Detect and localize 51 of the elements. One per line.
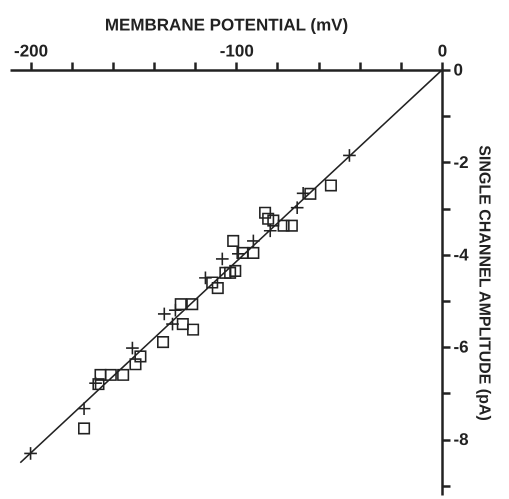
point bbox=[224, 266, 236, 279]
point bbox=[23, 446, 38, 461]
x-tick-label: -100 bbox=[220, 42, 254, 60]
point bbox=[304, 188, 316, 200]
point bbox=[186, 298, 198, 310]
point bbox=[129, 358, 142, 370]
point bbox=[236, 246, 248, 259]
point bbox=[227, 234, 240, 247]
point bbox=[246, 234, 260, 248]
x-tick-label: -200 bbox=[14, 42, 48, 60]
point bbox=[263, 224, 278, 238]
y-tick-label: -6 bbox=[454, 338, 469, 357]
point bbox=[174, 298, 187, 310]
y-tick-label: -8 bbox=[454, 430, 469, 450]
x-axis-title: MEMBRANE POTENTIAL (mV) bbox=[104, 16, 348, 34]
point bbox=[267, 214, 280, 227]
point bbox=[157, 336, 170, 348]
y-tick-label: -4 bbox=[454, 245, 470, 264]
point bbox=[165, 316, 180, 332]
point bbox=[187, 324, 200, 336]
point bbox=[231, 246, 246, 261]
point bbox=[262, 212, 274, 225]
point bbox=[125, 340, 140, 356]
point bbox=[229, 264, 242, 277]
point bbox=[342, 148, 357, 163]
point bbox=[206, 276, 218, 289]
point bbox=[286, 220, 298, 232]
point bbox=[212, 282, 224, 294]
point bbox=[117, 368, 130, 381]
point bbox=[247, 246, 260, 259]
point bbox=[76, 401, 92, 416]
y-tick-label: 0 bbox=[454, 60, 463, 80]
point bbox=[296, 186, 310, 200]
point bbox=[92, 378, 104, 390]
point bbox=[134, 350, 146, 362]
y-axis-title: SINGLE CHANNEL AMPLITUDE (pA) bbox=[476, 145, 493, 421]
point bbox=[176, 318, 189, 330]
point bbox=[290, 200, 304, 215]
point bbox=[324, 179, 337, 192]
x-tick-label: 0 bbox=[438, 42, 448, 60]
point bbox=[88, 376, 103, 390]
y-tick-label: -2 bbox=[454, 152, 469, 172]
point bbox=[104, 368, 117, 381]
point bbox=[157, 306, 172, 322]
point bbox=[94, 368, 107, 381]
point bbox=[215, 252, 230, 266]
point bbox=[259, 206, 272, 219]
point bbox=[219, 266, 232, 279]
point bbox=[198, 270, 213, 286]
point bbox=[78, 422, 90, 435]
point bbox=[278, 220, 290, 232]
